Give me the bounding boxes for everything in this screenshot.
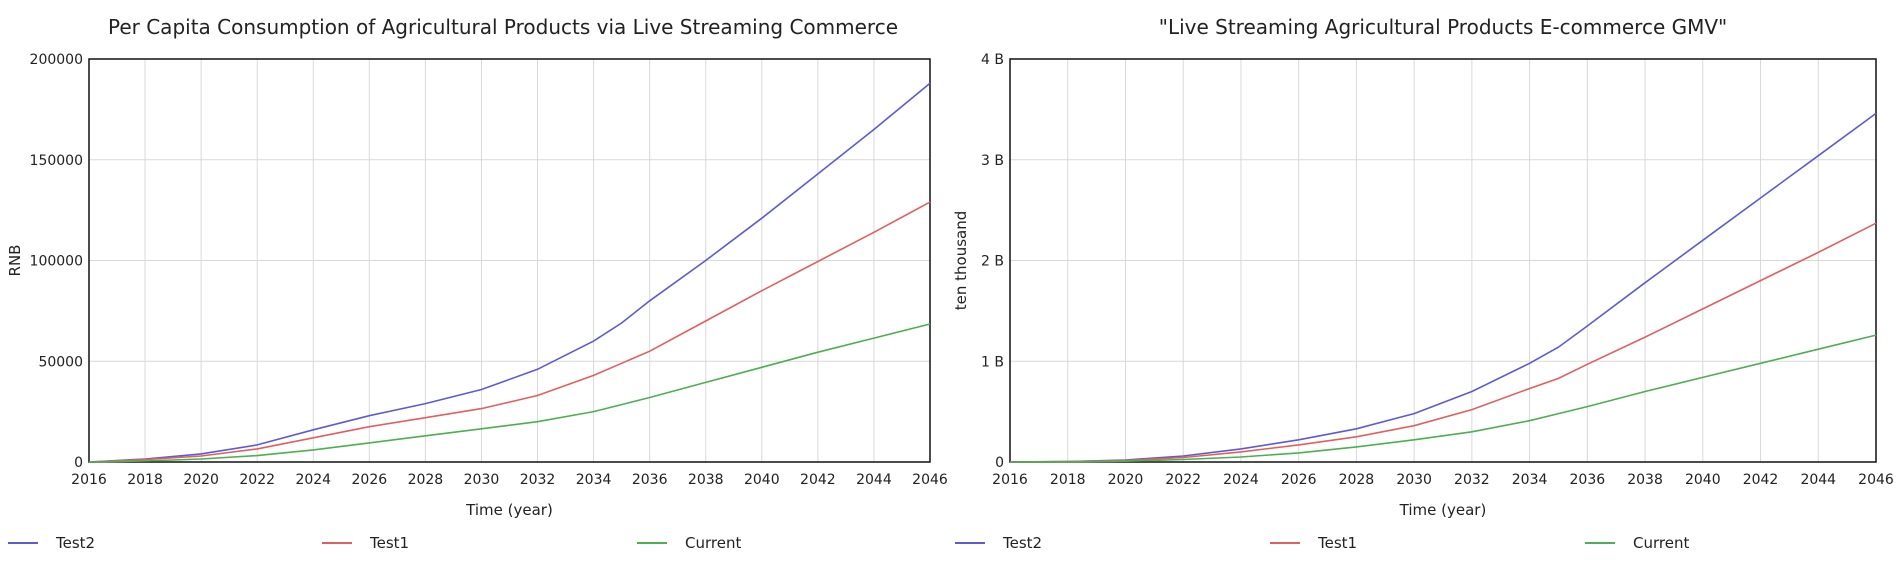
y-tick-label: 50000	[38, 354, 83, 370]
x-tick-label: 2018	[1050, 472, 1086, 488]
y-tick-label: 100000	[30, 254, 83, 270]
x-tick-label: 2032	[520, 472, 556, 488]
x-tick-label: 2046	[912, 472, 948, 488]
x-tick-label: 2042	[800, 472, 836, 488]
y-tick-label: 2 B	[981, 254, 1004, 270]
y-axis-label: RNB	[6, 245, 24, 277]
x-tick-label: 2040	[1685, 472, 1721, 488]
x-tick-label: 2026	[1281, 472, 1317, 488]
legend-label: Current	[685, 534, 741, 552]
x-axis-label: Time (year)	[465, 501, 553, 519]
y-tick-label: 0	[74, 455, 83, 471]
x-tick-label: 2036	[1570, 472, 1606, 488]
legend-label: Test1	[1317, 534, 1357, 552]
x-tick-label: 2032	[1454, 472, 1490, 488]
plot-frame	[88, 58, 931, 463]
legend-label: Test2	[1002, 534, 1042, 552]
x-tick-label: 2024	[1223, 472, 1259, 488]
y-tick-label: 150000	[30, 153, 83, 169]
series-line-test1	[88, 201, 931, 463]
x-tick-label: 2036	[632, 472, 668, 488]
legend-label: Test1	[369, 534, 409, 552]
x-tick-label: 2028	[1339, 472, 1375, 488]
x-tick-label: 2040	[744, 472, 780, 488]
x-axis-label: Time (year)	[1399, 501, 1487, 519]
x-tick-label: 2016	[992, 472, 1028, 488]
x-tick-label: 2028	[408, 472, 444, 488]
x-tick-label: 2020	[1108, 472, 1144, 488]
y-axis-label: ten thousand	[952, 211, 970, 311]
series-line-test2	[88, 82, 931, 463]
chart-title: Per Capita Consumption of Agricultural P…	[108, 15, 898, 39]
x-tick-label: 2038	[688, 472, 724, 488]
x-tick-label: 2030	[1396, 472, 1432, 488]
x-tick-label: 2018	[127, 472, 163, 488]
y-tick-label: 4 B	[981, 52, 1004, 68]
chart-title: "Live Streaming Agricultural Products E-…	[1159, 15, 1728, 39]
x-tick-label: 2030	[464, 472, 500, 488]
y-tick-label: 1 B	[981, 354, 1004, 370]
x-tick-label: 2022	[1165, 472, 1201, 488]
series-line-current	[88, 323, 931, 463]
y-tick-label: 200000	[30, 52, 83, 68]
x-tick-label: 2034	[576, 472, 612, 488]
series-line-current	[1009, 334, 1877, 463]
x-tick-label: 2024	[295, 472, 331, 488]
x-tick-label: 2044	[1800, 472, 1836, 488]
chart-panel-2: "Live Streaming Agricultural Products E-…	[952, 15, 1894, 552]
plot-frame	[1009, 58, 1877, 463]
series-line-test2	[1009, 112, 1877, 463]
x-tick-label: 2038	[1627, 472, 1663, 488]
x-tick-label: 2016	[71, 472, 107, 488]
x-tick-label: 2034	[1512, 472, 1548, 488]
x-tick-label: 2044	[856, 472, 892, 488]
x-tick-label: 2020	[183, 472, 219, 488]
legend-label: Test2	[55, 534, 95, 552]
chart-panel-1: Per Capita Consumption of Agricultural P…	[6, 15, 948, 552]
series-line-test1	[1009, 222, 1877, 463]
y-tick-label: 0	[995, 455, 1004, 471]
x-tick-label: 2042	[1743, 472, 1779, 488]
y-tick-label: 3 B	[981, 153, 1004, 169]
legend-label: Current	[1633, 534, 1689, 552]
x-tick-label: 2026	[352, 472, 388, 488]
x-tick-label: 2046	[1858, 472, 1894, 488]
x-tick-label: 2022	[239, 472, 275, 488]
